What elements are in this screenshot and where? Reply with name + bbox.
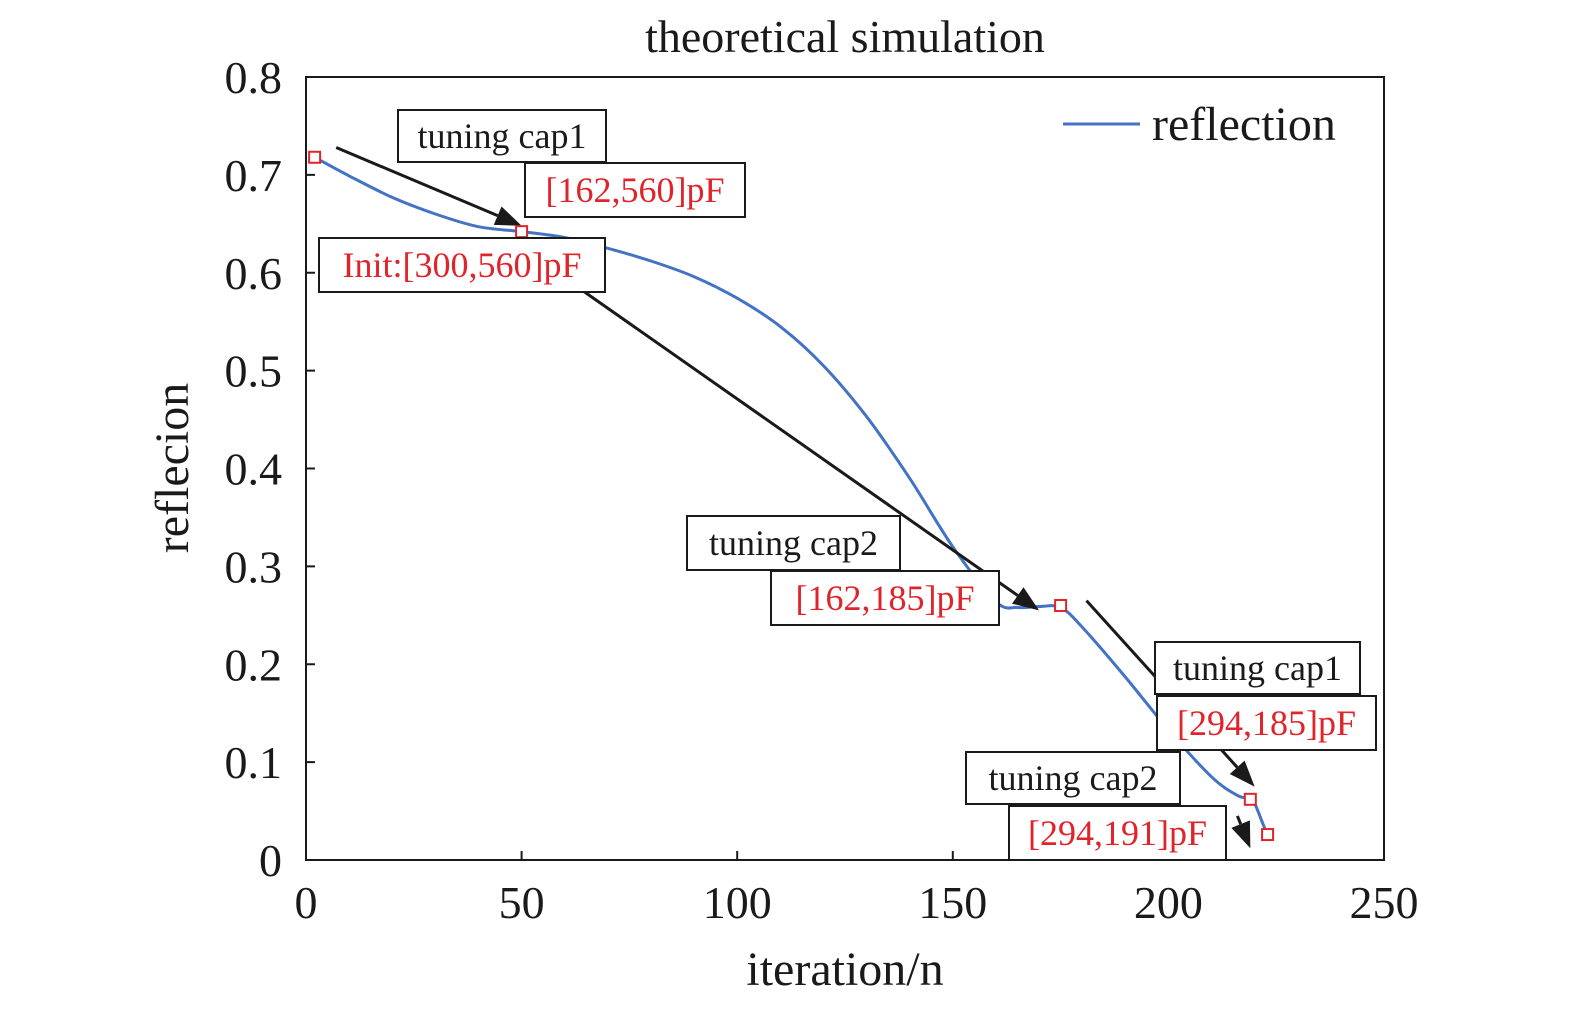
annotation-arrowhead (1231, 820, 1251, 849)
x-tick-label: 0 (295, 877, 318, 928)
x-axis-label: iteration/n (746, 943, 943, 996)
annotation-box: [294,185]pF (1156, 695, 1377, 751)
arrow-layer (335, 146, 1255, 849)
chart-title: theoretical simulation (645, 11, 1045, 62)
annotation-text: [162,185]pF (796, 578, 975, 618)
annotation-frame (1008, 805, 1227, 861)
y-tick-label: 0.2 (225, 639, 283, 690)
annotation-text: tuning cap1 (1173, 648, 1342, 688)
annotation-arrow (542, 261, 1019, 597)
annotation-box: [294,191]pF (1008, 805, 1227, 861)
annotation-box: tuning cap2 (686, 515, 901, 571)
annotation-text: [162,560]pF (546, 170, 725, 210)
legend-label-reflection: reflection (1152, 98, 1336, 151)
y-tick-label: 0.4 (225, 444, 283, 495)
y-tick-label: 0.1 (225, 737, 283, 788)
point-marker (1261, 828, 1275, 842)
x-tick-label: 200 (1134, 877, 1203, 928)
annotation-frame (524, 162, 746, 218)
annotation-frame (686, 515, 901, 571)
legend: reflection (1063, 98, 1336, 151)
annotation-text: tuning cap2 (989, 758, 1158, 798)
point-marker (1054, 599, 1068, 613)
annotation-box: tuning cap2 (965, 751, 1181, 805)
annotation-box: tuning cap1 (397, 109, 607, 163)
x-tick-label: 250 (1350, 877, 1419, 928)
x-axis: 0 50 100 150 200 250 (295, 851, 1419, 928)
point-marker (1243, 792, 1257, 806)
point-marker (515, 225, 529, 239)
y-axis-label: reflecion (146, 383, 199, 554)
x-tick-label: 150 (918, 877, 987, 928)
annotation-box: Init:[300,560]pF (318, 237, 606, 293)
x-tick-label: 50 (499, 877, 545, 928)
y-tick-label: 0.3 (225, 541, 283, 592)
annotation-box: [162,560]pF (524, 162, 746, 218)
annotation-layer: tuning cap1 [162,560]pF Init:[300,560]pF tu… (318, 109, 1377, 861)
annotation-text: tuning cap2 (709, 523, 878, 563)
annotation-box: [162,185]pF (770, 570, 1000, 626)
annotation-box: tuning cap1 (1154, 641, 1361, 695)
annotation-text: [294,191]pF (1028, 813, 1207, 853)
annotation-arrow (335, 146, 499, 218)
x-tick-label: 100 (703, 877, 772, 928)
annotation-text: Init:[300,560]pF (343, 245, 582, 285)
annotation-arrow (1235, 815, 1243, 825)
annotation-frame (318, 237, 606, 293)
annotation-arrowhead (1229, 760, 1255, 787)
y-tick-label: 0.5 (225, 346, 283, 397)
annotation-arrowhead (1012, 587, 1040, 611)
annotation-text: tuning cap1 (418, 116, 587, 156)
point-marker (308, 150, 322, 164)
annotation-frame (397, 109, 607, 163)
y-tick-label: 0.6 (225, 248, 283, 299)
annotation-arrowhead (493, 206, 522, 226)
annotation-text: [294,185]pF (1177, 703, 1356, 743)
annotation-frame (770, 570, 1000, 626)
annotation-frame (1156, 695, 1377, 751)
annotation-frame (965, 751, 1181, 805)
y-tick-label: 0.7 (225, 150, 283, 201)
annotation-frame (1154, 641, 1361, 695)
y-tick-label: 0.8 (225, 52, 283, 103)
y-axis: 0 0.1 0.2 0.3 0.4 0.5 0.6 0.7 0.8 (225, 52, 315, 886)
y-tick-label: 0 (259, 835, 282, 886)
